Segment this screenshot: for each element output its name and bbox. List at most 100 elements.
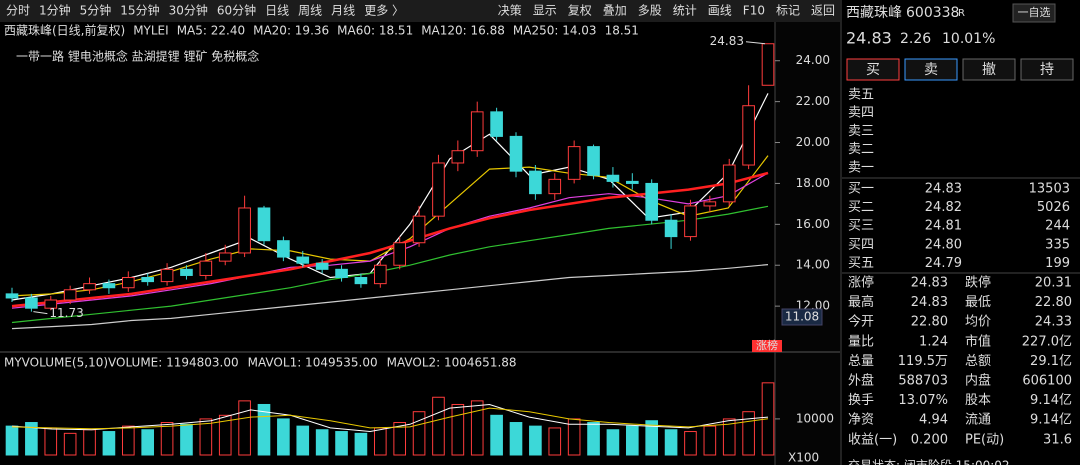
candle-body bbox=[625, 180, 639, 184]
stat-label: 内盘 bbox=[965, 373, 991, 389]
tool-button[interactable]: F10 bbox=[743, 4, 765, 18]
volume-bar bbox=[373, 427, 387, 456]
volume-bar bbox=[102, 431, 116, 456]
candle-body bbox=[645, 182, 659, 221]
candle-body bbox=[180, 268, 193, 276]
watch-label[interactable]: 一自选 bbox=[1018, 6, 1051, 19]
stat-value: 29.1亿 bbox=[1030, 354, 1072, 369]
change-pct: 10.01% bbox=[942, 31, 995, 47]
candle-body bbox=[509, 135, 523, 172]
volume-bar bbox=[277, 418, 290, 456]
tool-button[interactable]: 叠加 bbox=[603, 4, 627, 18]
stat-value: 1.24 bbox=[919, 334, 948, 349]
trade-button-label[interactable]: 持 bbox=[1040, 62, 1054, 78]
volume-bar bbox=[63, 432, 77, 456]
min-arrow bbox=[33, 311, 48, 315]
bid-label: 买四 bbox=[848, 237, 874, 252]
bid-price: 24.81 bbox=[925, 219, 962, 234]
candle-body bbox=[121, 277, 135, 289]
trade-button[interactable] bbox=[962, 58, 1016, 81]
bid-volume: 244 bbox=[1045, 219, 1070, 234]
tool-button[interactable]: 显示 bbox=[533, 4, 557, 18]
candle-body bbox=[742, 105, 755, 166]
stat-value: 606100 bbox=[1022, 374, 1072, 389]
stat-value: 119.5万 bbox=[898, 354, 948, 369]
candle-body bbox=[5, 293, 19, 299]
volume-bar bbox=[121, 425, 135, 456]
volume-bar bbox=[722, 418, 736, 456]
timeframe-tab[interactable]: 30分钟 bbox=[169, 3, 208, 18]
legend-title: 西藏珠峰(日线,前复权) bbox=[4, 23, 125, 38]
timeframe-tab[interactable]: 分时 bbox=[6, 4, 30, 18]
candle-body bbox=[335, 268, 348, 279]
volume-bar bbox=[529, 425, 542, 456]
volume-bar bbox=[606, 429, 620, 456]
ma-line bbox=[11, 155, 769, 297]
candle-body bbox=[432, 162, 445, 217]
stat-label: 最低 bbox=[965, 295, 991, 310]
stat-value: 24.83 bbox=[911, 276, 948, 291]
trade-button[interactable] bbox=[1020, 58, 1074, 81]
ma-line bbox=[11, 172, 769, 309]
timeframe-tab[interactable]: 60分钟 bbox=[217, 3, 256, 18]
candle-body bbox=[199, 260, 213, 276]
trade-button[interactable] bbox=[846, 58, 900, 81]
tool-button[interactable]: 返回 bbox=[811, 4, 835, 18]
stat-label: 净资 bbox=[848, 413, 874, 428]
tool-button[interactable]: 多股 bbox=[638, 4, 662, 18]
trade-button[interactable] bbox=[904, 58, 958, 81]
trade-status: 交易状态: 闭市阶段 15:00:02 bbox=[848, 458, 1010, 465]
volume-bar bbox=[354, 432, 368, 456]
timeframe-tab[interactable]: 月线 bbox=[331, 4, 355, 18]
legend-title: MYLEI bbox=[133, 24, 169, 38]
stat-value: 31.6 bbox=[1043, 432, 1072, 447]
volume-bar bbox=[587, 422, 600, 456]
stat-value: 22.80 bbox=[911, 315, 948, 330]
bid-price: 24.80 bbox=[925, 237, 962, 252]
candle-body bbox=[490, 111, 503, 137]
stat-label: 跌停 bbox=[965, 275, 991, 291]
timeframe-tab[interactable]: 日线 bbox=[265, 4, 289, 18]
tool-button[interactable]: 决策 bbox=[498, 4, 522, 18]
watch-button[interactable] bbox=[1012, 3, 1056, 23]
legend-item: 18.51 bbox=[605, 24, 639, 38]
candle-body bbox=[393, 242, 407, 266]
tool-button[interactable]: 画线 bbox=[708, 4, 732, 18]
timeframe-tab[interactable]: 1分钟 bbox=[39, 3, 71, 18]
candle-body bbox=[277, 240, 290, 258]
volume-bar bbox=[180, 423, 193, 456]
timeframe-tab[interactable]: 更多 〉 bbox=[364, 4, 404, 18]
bid-price: 24.82 bbox=[925, 200, 962, 215]
stat-label: 股本 bbox=[965, 393, 991, 408]
tool-button[interactable]: 统计 bbox=[673, 4, 697, 18]
candle-body bbox=[703, 201, 717, 207]
volume-bar bbox=[296, 425, 310, 456]
concepts: 一带一路 锂电池概念 盐湖提锂 锂矿 免税概念 bbox=[16, 49, 259, 64]
volume-bar bbox=[509, 422, 523, 456]
tool-button[interactable]: 标记 bbox=[776, 4, 800, 18]
trade-button-label[interactable]: 卖 bbox=[924, 62, 938, 78]
bid-label: 买一 bbox=[848, 182, 874, 197]
trade-button-label[interactable]: 买 bbox=[866, 62, 880, 78]
ask-label: 卖二 bbox=[848, 142, 874, 157]
timeframe-tab[interactable]: 周线 bbox=[298, 4, 322, 18]
volume-bar bbox=[490, 414, 503, 456]
bid-price: 24.83 bbox=[925, 182, 962, 197]
stat-value: 588703 bbox=[898, 374, 948, 389]
tool-button[interactable]: 复权 bbox=[568, 4, 592, 18]
volume-bar bbox=[83, 429, 96, 456]
volume-bar bbox=[257, 403, 271, 456]
ma-line bbox=[11, 264, 769, 330]
candle-body bbox=[470, 111, 484, 152]
stock-code: 600338 bbox=[906, 5, 959, 21]
legend-item: MA120: 16.88 bbox=[421, 24, 505, 38]
volume-bar bbox=[160, 422, 174, 456]
trade-button-label[interactable]: 撤 bbox=[982, 62, 996, 78]
candle-body bbox=[63, 289, 77, 301]
timeframe-tab[interactable]: 15分钟 bbox=[120, 3, 159, 18]
volume-bar bbox=[25, 422, 38, 456]
timeframe-tab[interactable]: 5分钟 bbox=[80, 3, 112, 18]
candle-body bbox=[160, 268, 174, 283]
volume-bar bbox=[703, 425, 717, 456]
ask-label: 卖三 bbox=[848, 124, 874, 139]
